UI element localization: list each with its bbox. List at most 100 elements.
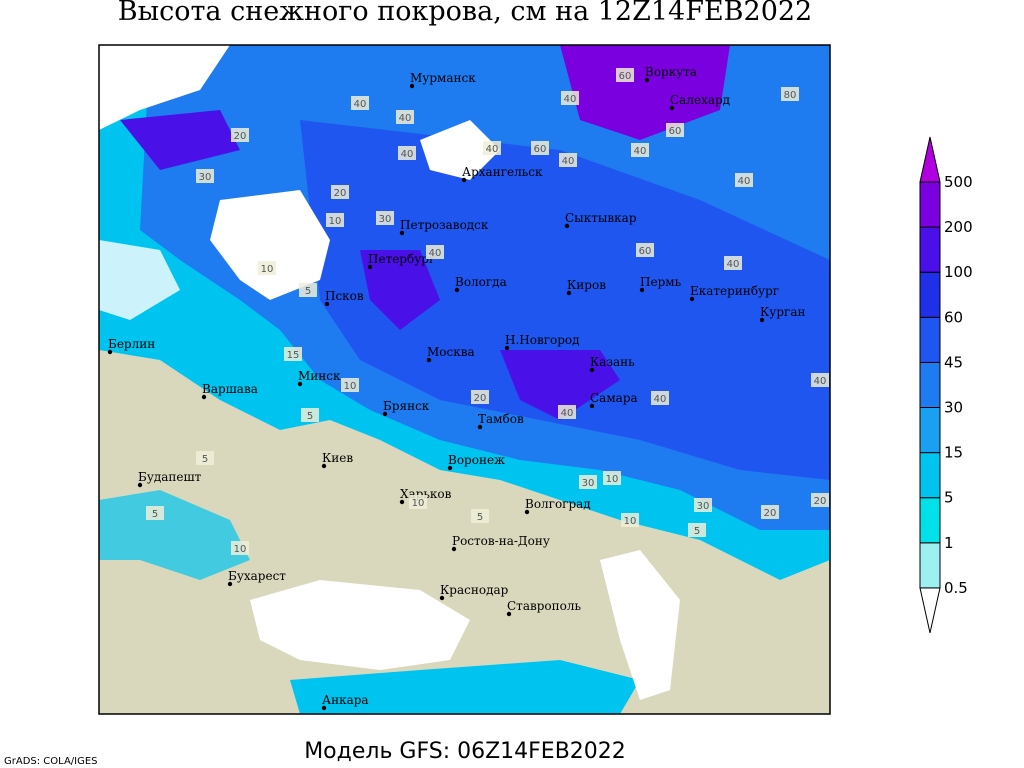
contour-label: 5 — [307, 411, 313, 422]
snow-area — [560, 45, 730, 140]
colorbar-segment — [919, 271, 941, 318]
contour-label-box — [811, 373, 829, 387]
colorbar-segment — [919, 226, 941, 273]
contour-label: 40 — [654, 394, 667, 405]
city-label: Брянск — [383, 399, 430, 413]
contour-label-box — [603, 471, 621, 485]
city-dot — [461, 177, 467, 183]
contour-label: 20 — [814, 496, 827, 507]
city-label: Сыктывкар — [565, 211, 637, 225]
contour-label-box — [811, 493, 829, 507]
city-dot — [589, 367, 595, 373]
city-label: Курган — [760, 305, 805, 319]
contour-label: 40 — [634, 146, 647, 157]
contour-label: 60 — [619, 71, 632, 82]
colorbar-label: 30 — [944, 399, 963, 417]
colorbar-segment — [919, 361, 941, 408]
city-dot — [504, 345, 510, 351]
city-dot — [669, 105, 675, 111]
contour-label: 40 — [399, 113, 412, 124]
city-label: Киров — [567, 278, 606, 292]
contour-label-box — [398, 146, 416, 160]
contour-label-box — [396, 110, 414, 124]
city-label: Петрозаводск — [400, 218, 489, 232]
colorbar-segment — [919, 407, 941, 454]
city-dot — [689, 296, 695, 302]
city-label: Самара — [590, 391, 638, 405]
colorbar-segment — [919, 136, 941, 183]
contour-label-box — [376, 211, 394, 225]
contour-label-box — [651, 391, 669, 405]
city-dot — [137, 482, 143, 488]
city-dot — [589, 403, 595, 409]
colorbar-segment — [919, 316, 941, 363]
city-label: Будапешт — [138, 470, 202, 484]
colorbar-label: 1 — [944, 534, 954, 552]
city-dot — [399, 499, 405, 505]
colorbar-segment — [919, 181, 941, 228]
snow-area — [360, 250, 440, 330]
city-dot — [382, 411, 388, 417]
city-label: Краснодар — [440, 583, 509, 597]
contour-label: 40 — [738, 176, 751, 187]
colorbar-segment — [919, 452, 941, 499]
city-label: Ставрополь — [507, 599, 581, 613]
city-label: Москва — [427, 345, 475, 359]
contour-label: 10 — [344, 381, 357, 392]
contour-label: 40 — [429, 248, 442, 259]
contour-label: 5 — [477, 512, 483, 523]
contour-label: 40 — [562, 156, 575, 167]
title: Высота снежного покрова, см на 12Z14FEB2… — [118, 0, 812, 27]
contour-label-box — [299, 283, 317, 297]
city-dot — [524, 509, 530, 515]
contour-label: 20 — [334, 188, 347, 199]
contour-label-box — [724, 256, 742, 270]
contour-label-box — [688, 523, 706, 537]
credit: GrADS: COLA/IGES — [4, 756, 98, 767]
cities: Мурманск Воркута Салехард Архангельск Петроз… — [107, 65, 805, 711]
contour-label: 5 — [202, 454, 208, 465]
contour-label: 10 — [329, 216, 342, 227]
contour-label: 10 — [606, 474, 619, 485]
snow-area — [99, 490, 250, 580]
city-dot — [321, 463, 327, 469]
city-label: Воркута — [645, 65, 697, 79]
contour-label-box — [631, 143, 649, 157]
city-label: Воронеж — [448, 453, 505, 467]
footer: Модель GFS: 06Z14FEB2022 — [304, 739, 626, 764]
contour-label: 40 — [564, 94, 577, 105]
contour-label-box — [231, 541, 249, 555]
contour-label: 60 — [639, 246, 652, 257]
city-label: Анкара — [322, 693, 369, 707]
contour-label-box — [559, 153, 577, 167]
contour-label-box — [621, 513, 639, 527]
snow-area — [500, 350, 620, 420]
city-dot — [439, 595, 445, 601]
contour-label: 20 — [764, 508, 777, 519]
contour-label: 20 — [474, 393, 487, 404]
colorbar-label: 15 — [944, 444, 963, 462]
contour-label: 5 — [305, 286, 311, 297]
snow-area — [300, 120, 830, 480]
contour-label-box — [694, 498, 712, 512]
city-dot — [477, 424, 483, 430]
norwegian-sea — [99, 45, 230, 130]
city-label: Варшава — [202, 382, 258, 396]
city-dot — [564, 223, 570, 229]
city-dot — [227, 581, 233, 587]
contour-label-box — [636, 243, 654, 257]
map: Мурманск Воркута Салехард Архангельск Петроз… — [99, 45, 830, 714]
colorbar-label: 5 — [944, 489, 954, 507]
colorbar-label: 45 — [944, 353, 963, 371]
city-label: Салехард — [670, 93, 730, 107]
city-label: Берлин — [108, 337, 155, 351]
city-label: Волгоград — [525, 497, 591, 511]
colorbar-label: 200 — [944, 218, 973, 236]
city-dot — [409, 83, 415, 89]
contour-label: 30 — [582, 478, 595, 489]
city-dot — [644, 77, 650, 83]
contour-label-box — [331, 185, 349, 199]
